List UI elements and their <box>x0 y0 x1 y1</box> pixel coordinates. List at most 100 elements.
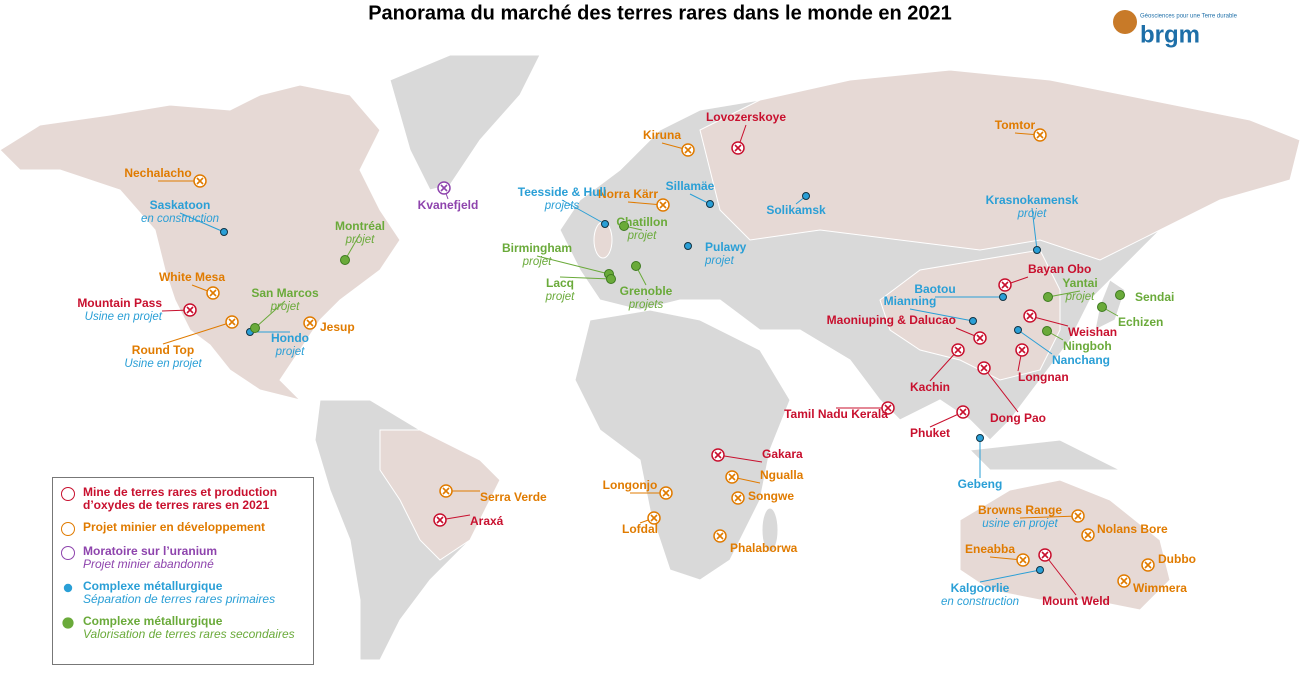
site-note: projet <box>522 256 553 268</box>
hammer-icon <box>1120 577 1128 585</box>
site-name: Mianning <box>884 294 937 308</box>
site-marker <box>1043 292 1053 302</box>
hammer-icon <box>659 201 667 209</box>
hammer-icon <box>196 177 204 185</box>
site-marker <box>1036 566 1044 574</box>
hammer-icon <box>714 451 722 459</box>
north-america <box>0 84 401 401</box>
site-name: Montréal <box>335 219 385 233</box>
hammer-icon <box>1074 512 1082 520</box>
site-name: Wimmera <box>1133 581 1187 595</box>
site-name: Serra Verde <box>480 490 547 504</box>
site-name: Sillamäe <box>666 179 715 193</box>
site-name: Pulawy <box>705 240 747 254</box>
site-note: en construction <box>941 596 1019 608</box>
hammer-icon <box>1144 561 1152 569</box>
leader-line <box>344 233 361 261</box>
site-marker <box>684 242 692 250</box>
site-name: Lovozerskoye <box>706 110 786 124</box>
hammer-icon <box>1084 531 1092 539</box>
site-note: projet <box>1017 208 1048 220</box>
site-name: Jesup <box>320 320 355 334</box>
site-marker <box>976 434 984 442</box>
site-name: Nolans Bore <box>1097 522 1168 536</box>
title: Panorama du marché des terres rares dans… <box>368 2 952 24</box>
legend-title: Moratoire sur l’uranium <box>83 544 218 558</box>
leader-line <box>1031 207 1038 251</box>
legend-title: Mine de terres rares et production d’oxy… <box>83 485 278 512</box>
site-marker <box>340 255 350 265</box>
hammer-icon <box>306 319 314 327</box>
site-note: projet <box>275 346 306 358</box>
site-name: Ngualla <box>760 468 804 482</box>
site-marker <box>999 293 1007 301</box>
hammer-icon <box>1041 551 1049 559</box>
site-name: White Mesa <box>159 270 225 284</box>
site-name: Weishan <box>1068 325 1117 339</box>
australia <box>959 479 1171 611</box>
hammer-icon <box>976 334 984 342</box>
site-marker <box>619 221 629 231</box>
hammer-icon <box>442 487 450 495</box>
site-marker <box>606 274 616 284</box>
southeast-asia-islands <box>968 439 1121 471</box>
site-name: Dong Pao <box>990 411 1046 425</box>
hammer-icon <box>1001 281 1009 289</box>
site-name: Phuket <box>910 426 950 440</box>
leader-line <box>1044 554 1077 596</box>
hammer-icon <box>1018 346 1026 354</box>
site-note: usine en projet <box>982 518 1058 530</box>
tagline: Géosciences pour une Terre durable <box>1140 14 1238 20</box>
site-name: San Marcos <box>251 286 319 300</box>
site-name: Echizen <box>1118 315 1163 329</box>
legend-icon <box>62 617 74 629</box>
site-note: projets <box>628 299 664 311</box>
hammer-icon <box>716 532 724 540</box>
site-name: Longonjo <box>603 478 658 492</box>
site-name: Ningboh <box>1063 339 1112 353</box>
legend-subtitle: Valorisation de terres rares secondaires <box>83 627 295 641</box>
site-note: projets <box>544 200 580 212</box>
site-name: Gakara <box>762 447 803 461</box>
site-name: Mount Weld <box>1042 594 1110 608</box>
legend-item: Mine de terres rares et production d’oxy… <box>61 486 305 512</box>
legend-item: Projet minier en développement <box>61 521 305 536</box>
site-name: Maoniuping & Dalucao <box>827 313 956 327</box>
site-marker <box>1115 290 1125 300</box>
leader-line <box>162 321 233 345</box>
brazil <box>379 429 501 561</box>
legend-icon <box>61 546 75 560</box>
hammer-icon <box>734 144 742 152</box>
leader-line <box>983 367 1019 413</box>
china <box>879 249 1061 381</box>
site-marker <box>601 220 609 228</box>
site-name: Nechalacho <box>124 166 191 180</box>
site-marker <box>969 317 977 325</box>
site-note: projet <box>270 301 301 313</box>
legend-title: Complexe métallurgique <box>83 614 223 628</box>
africa <box>574 309 791 581</box>
legend-icon <box>63 583 73 593</box>
site-name: Bayan Obo <box>1028 262 1091 276</box>
site-name: Kiruna <box>643 128 681 142</box>
legend-subtitle: Séparation de terres rares primaires <box>83 592 276 606</box>
site-name: Kvanefjeld <box>418 198 479 212</box>
madagascar <box>761 507 779 553</box>
leader-line <box>536 255 610 275</box>
site-name: Nanchang <box>1052 353 1110 367</box>
legend-subtitle: Projet minier abandonné <box>83 557 214 571</box>
site-note: Usine en projet <box>85 311 163 323</box>
site-name: Norra Kärr <box>598 187 658 201</box>
leader-line <box>1017 329 1053 355</box>
site-name: Phalaborwa <box>730 541 798 555</box>
leader-line <box>909 308 974 322</box>
site-name: Teesside & Hull <box>518 185 606 199</box>
hammer-icon <box>650 514 658 522</box>
legend-item: Moratoire sur l’uranium Projet minier aba… <box>61 545 305 571</box>
hammer-icon <box>209 289 217 297</box>
site-marker <box>1097 302 1107 312</box>
site-name: Eneabba <box>965 542 1015 556</box>
site-marker <box>706 200 714 208</box>
